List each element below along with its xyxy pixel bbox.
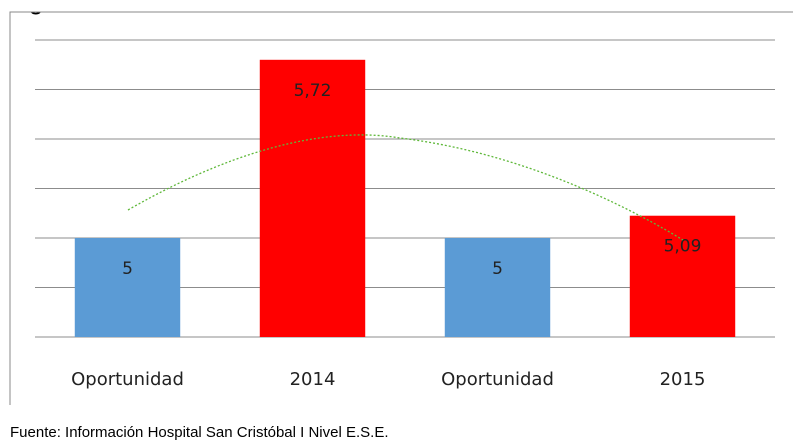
clip-cover: [0, 0, 793, 12]
data-label: 5: [492, 259, 503, 279]
trendline: [127, 134, 684, 241]
data-label: 5: [122, 259, 133, 279]
x-tick-label: 2015: [660, 369, 706, 390]
bar: [444, 238, 551, 337]
source-note: Fuente: Información Hospital San Cristób…: [10, 424, 389, 441]
x-tick-label: Oportunidad: [71, 369, 184, 390]
x-tick-label: Oportunidad: [441, 369, 554, 390]
bar: [629, 215, 736, 337]
x-tick-label: 2014: [290, 369, 336, 390]
chart-border: [9, 11, 793, 405]
bar: [259, 59, 366, 338]
bar: [74, 238, 181, 337]
data-label: 5,72: [294, 81, 332, 101]
plot-area: 5 Oportunidad 5,72 2014 5 Oportunidad 5,09 2015: [35, 39, 775, 390]
data-label: 5,09: [664, 237, 702, 257]
